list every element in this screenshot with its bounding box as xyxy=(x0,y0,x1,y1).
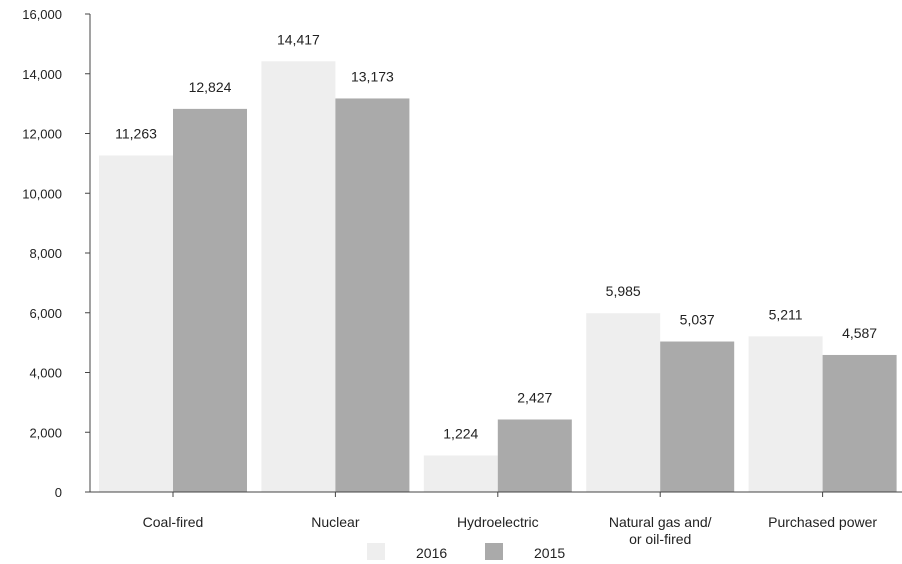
value-label-2015-1: 13,173 xyxy=(351,68,394,84)
value-label-2016-3: 5,985 xyxy=(606,283,641,299)
legend-swatch-2016 xyxy=(367,543,385,560)
value-label-2016-2: 1,224 xyxy=(443,425,478,441)
legend-label-2016: 2016 xyxy=(416,545,447,561)
bar-2015-3 xyxy=(660,341,735,492)
value-label-2015-3: 5,037 xyxy=(680,312,715,328)
x-category-label: Hydroelectric xyxy=(457,514,539,530)
x-category-label: Natural gas and/or oil-fired xyxy=(609,514,712,547)
bar-2016-2 xyxy=(423,455,498,492)
y-tick-label: 4,000 xyxy=(29,366,62,381)
bar-2015-0 xyxy=(173,108,247,493)
bar-2016-0 xyxy=(99,155,173,492)
bar-2015-1 xyxy=(335,98,410,492)
y-tick-label: 14,000 xyxy=(22,67,62,82)
legend: 2016 2015 xyxy=(367,543,565,561)
bar-2016-3 xyxy=(586,313,661,492)
bar-2016-1 xyxy=(261,61,336,493)
x-category-label: Purchased power xyxy=(768,514,877,530)
y-tick-label: 6,000 xyxy=(29,306,62,321)
y-tick-label: 10,000 xyxy=(22,186,62,201)
value-label-2016-0: 11,263 xyxy=(115,126,157,142)
value-label-2015-0: 12,824 xyxy=(189,79,232,95)
x-category-label: Nuclear xyxy=(311,514,360,530)
bar-2015-4 xyxy=(822,354,897,492)
y-tick-label: 12,000 xyxy=(22,127,62,142)
value-label-2016-4: 5,211 xyxy=(769,306,803,322)
value-label-2015-4: 4,587 xyxy=(842,325,877,341)
value-label-2015-2: 2,427 xyxy=(517,389,552,405)
y-tick-label: 8,000 xyxy=(29,246,62,261)
x-category-label: Coal-fired xyxy=(143,514,204,530)
legend-label-2015: 2015 xyxy=(534,545,565,561)
value-label-2016-1: 14,417 xyxy=(277,31,320,47)
legend-swatch-2015 xyxy=(485,543,503,560)
bars-layer xyxy=(99,61,897,493)
y-tick-label: 2,000 xyxy=(29,425,62,440)
y-tick-label: 16,000 xyxy=(22,7,62,22)
bar-2016-4 xyxy=(748,336,823,492)
bar-2015-2 xyxy=(497,419,572,492)
y-tick-label: 0 xyxy=(55,485,62,500)
value-labels-layer: 11,263 12,824 14,417 13,173 1,224 2,427 5,985 5… xyxy=(115,31,877,441)
x-axis: Coal-fired Nuclear Hydroelectric Natural ga… xyxy=(90,491,902,547)
y-axis: 0 2,000 4,000 6,000 8,000 10,000 12,000 14,000 1… xyxy=(22,7,91,500)
